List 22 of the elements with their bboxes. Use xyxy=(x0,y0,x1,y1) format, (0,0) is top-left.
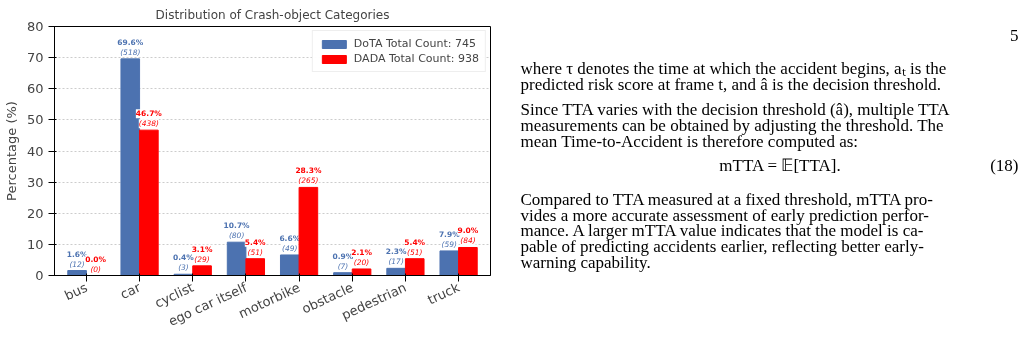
x-tick-label: car xyxy=(117,279,144,302)
text: (18) xyxy=(990,155,1019,175)
legend-label: DoTA Total Count: 745 xyxy=(353,37,476,50)
text: Compared to TTA measured at a fixed threshold, mTTA pro- xyxy=(520,190,934,210)
text: 5 xyxy=(1010,25,1019,45)
y-tick-label: 50 xyxy=(26,112,44,128)
text: mTTA = 𝔼[TTA]. xyxy=(719,155,841,175)
y-tick-label: 0 xyxy=(35,268,44,283)
y-tick-label: 70 xyxy=(26,50,44,66)
y-tick-label: 30 xyxy=(26,174,44,190)
text: Since TTA varies with the decision threshold (â), multiple TTA xyxy=(520,99,951,119)
y-tick-label: 80 xyxy=(26,19,44,34)
x-tick-label: truck xyxy=(425,279,463,308)
chart-title: Distribution of Crash-object Categories xyxy=(155,7,390,22)
legend-label: DADA Total Count: 938 xyxy=(353,52,479,65)
x-tick-label: bus xyxy=(62,279,90,304)
text: where τ denotes the time at which the accident begins, aₜ is the xyxy=(520,58,947,78)
y-tick-label: 60 xyxy=(26,81,44,97)
y-axis-title: Percentage (%) xyxy=(3,101,19,201)
y-tick-label: 10 xyxy=(26,236,44,252)
y-tick-label: 40 xyxy=(26,143,44,159)
y-tick-label: 20 xyxy=(26,205,44,221)
